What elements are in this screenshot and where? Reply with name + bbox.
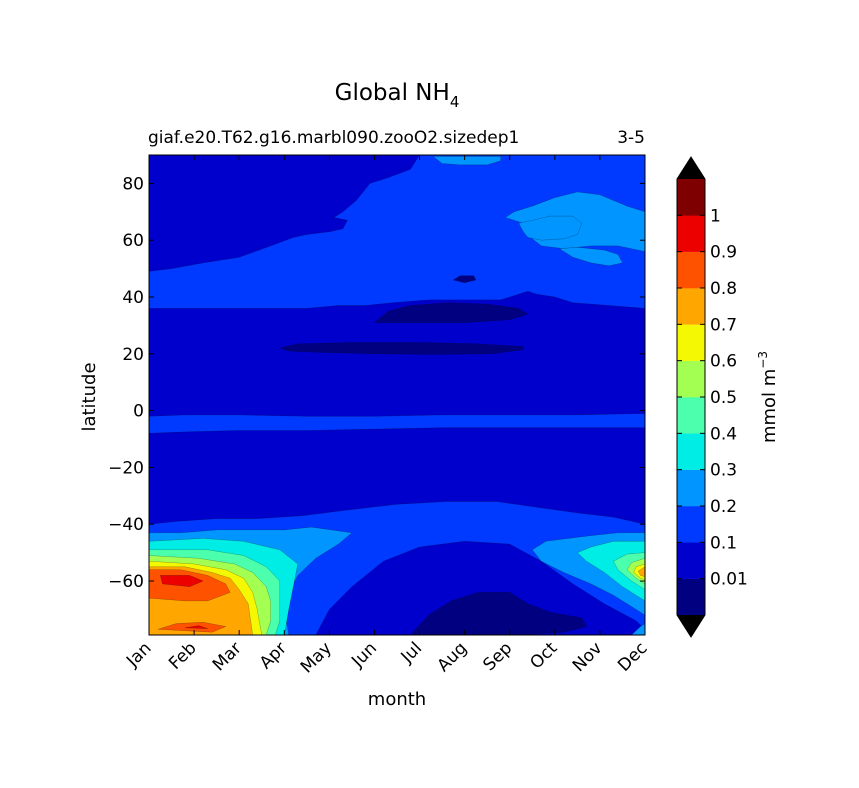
- colorbar-tick-label: 0.9: [710, 243, 737, 263]
- plot-frame: [148, 154, 646, 636]
- contour-north-low-c: [452, 275, 477, 284]
- contour-north-band: [149, 155, 645, 309]
- x-axis-label: month: [368, 689, 426, 710]
- y-tick-label: −20: [108, 458, 144, 478]
- chart-title-main: Global NH: [335, 80, 450, 106]
- contour-south-west-lower-10: [185, 625, 208, 629]
- contour-equator-band: [149, 413, 645, 434]
- colorbar-segment: [677, 578, 705, 616]
- colorbar-tick-label: 0.6: [710, 352, 737, 372]
- y-tick-label: 0: [133, 402, 144, 422]
- contour-north-low-a: [373, 302, 529, 323]
- colorbar-tick-label: 1: [710, 206, 721, 226]
- x-tick-label: Oct: [526, 638, 561, 673]
- chart-subtitle-right: 3-5: [617, 128, 645, 148]
- colorbar-tick-label: 0.2: [710, 497, 737, 517]
- colorbar-segment: [677, 542, 705, 579]
- colorbar-segment: [677, 288, 705, 325]
- colorbar-tick-label: 0.4: [710, 424, 737, 444]
- x-tick-label: Dec: [614, 638, 651, 675]
- y-tick-label: 60: [122, 231, 144, 251]
- colorbar-segment: [677, 433, 705, 470]
- contour-north-top-patch: [432, 156, 501, 166]
- colorbar-segment: [677, 251, 705, 289]
- colorbar-extend-max: [677, 157, 705, 179]
- x-tick-label: Feb: [165, 638, 200, 673]
- x-tick-label: Jan: [122, 638, 155, 671]
- contour-south-west-10: [159, 575, 204, 587]
- colorbar-extend-min: [677, 615, 705, 637]
- colorbar-tick-label: 0.5: [710, 388, 737, 408]
- colorbar-label-main: mmol m: [759, 369, 780, 443]
- colorbar-tick-label: 0.3: [710, 461, 737, 481]
- colorbar-segment: [677, 324, 705, 361]
- x-tick-label: Sep: [479, 638, 516, 675]
- contour-south-east-corner: [631, 623, 645, 635]
- x-tick-label: May: [297, 638, 336, 677]
- y-tick-label: 80: [122, 174, 144, 194]
- x-tick-label: Jul: [397, 638, 426, 667]
- colorbar-tick-label: 0.01: [710, 570, 748, 590]
- chart-subtitle-left: giaf.e20.T62.g16.marbl090.zooO2.sizedep1: [148, 128, 519, 148]
- colorbar-segment: [677, 397, 705, 434]
- contour-north-east-blob-b: [558, 247, 623, 267]
- colorbar-segment: [677, 469, 705, 507]
- colorbar-segment: [677, 506, 705, 543]
- contour-regions: [149, 155, 645, 635]
- colorbar-segment: [677, 179, 705, 216]
- x-tick-label: Mar: [209, 638, 246, 675]
- x-tick-label: Jun: [347, 638, 381, 672]
- y-tick-label: 40: [122, 288, 144, 308]
- chart-title: Global NH4: [335, 80, 460, 111]
- colorbar: 0.01 0.1 0.2 0.3 0.4 0.5 0.6 0.7 0.8 0.9 1: [676, 156, 748, 638]
- colorbar-outline: [676, 156, 706, 638]
- contour-south-east-8: [637, 566, 645, 578]
- x-tick-label: Nov: [569, 638, 607, 676]
- y-axis-label: latitude: [79, 362, 100, 431]
- colorbar-label: mmol m−3: [756, 351, 780, 443]
- y-tick-label: −60: [108, 572, 144, 592]
- y-axis: −60 −40 −20 0 20 40 60 80: [108, 174, 645, 592]
- contour-north-low-b: [278, 342, 524, 355]
- contour-north-east-blob-a: [518, 215, 583, 241]
- colorbar-tick-label: 0.1: [710, 533, 737, 553]
- x-tick-label: Apr: [256, 638, 291, 673]
- y-tick-label: 20: [122, 345, 144, 365]
- colorbar-label-exponent: −3: [756, 351, 770, 369]
- chart-title-subscript: 4: [450, 93, 460, 111]
- y-tick-label: −40: [108, 515, 144, 535]
- contour-south-lowest: [410, 592, 587, 635]
- x-tick-label: Aug: [434, 638, 472, 676]
- colorbar-segment: [677, 360, 705, 398]
- colorbar-tick-label: 0.7: [710, 315, 737, 335]
- colorbar-segment: [677, 215, 705, 252]
- colorbar-tick-label: 0.8: [710, 279, 737, 299]
